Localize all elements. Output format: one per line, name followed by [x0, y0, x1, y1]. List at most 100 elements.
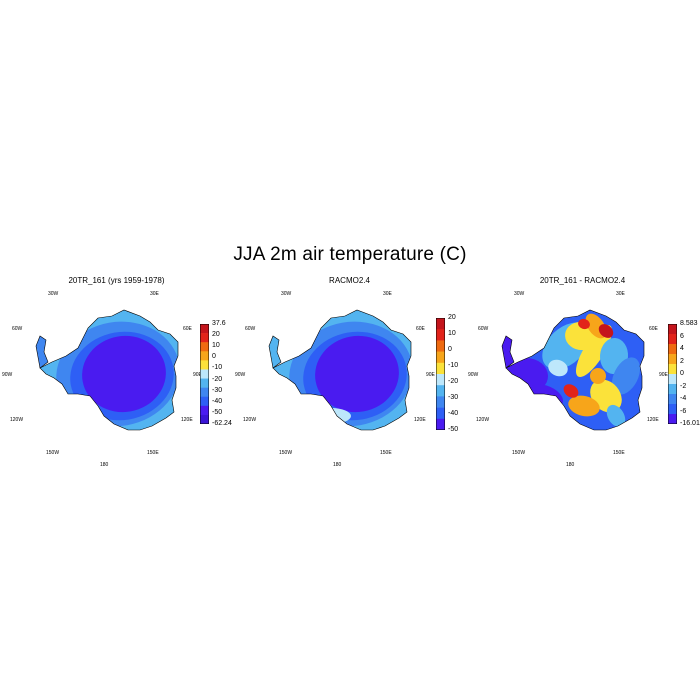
colorbar-tick-label: -6: [680, 407, 687, 415]
panel-title: RACMO2.4: [329, 276, 370, 285]
difference-patch: [563, 384, 579, 398]
colorbar-tick-label: 2: [680, 357, 684, 365]
colorbar-swatches: [200, 324, 209, 425]
colorbar-frame: [668, 324, 677, 424]
peninsula: [501, 335, 515, 369]
colorbar-frame: [436, 318, 445, 430]
panel-title: 20TR_161 (yrs 1959-1978): [68, 276, 165, 285]
colorbar: [200, 324, 209, 429]
label-150w: 150W: [279, 450, 293, 456]
label-150w: 150W: [46, 450, 60, 456]
colorbar-frame: [200, 324, 209, 424]
colorbar-swatch: [668, 404, 677, 415]
colorbar-tick-label: 0: [212, 353, 216, 361]
colorbar-tick-label: -16.011: [680, 420, 700, 427]
figure-title: JJA 2m air temperature (C): [233, 244, 467, 265]
colorbar-tick-label: 6: [680, 332, 684, 340]
label-120w: 120W: [476, 417, 490, 423]
colorbar-swatch: [436, 340, 445, 352]
label-90e: 90E: [426, 372, 435, 378]
colorbar-swatch: [436, 407, 445, 420]
colorbar-swatch: [668, 374, 677, 385]
label-90w: 90W: [2, 372, 13, 378]
colorbar: [668, 324, 677, 429]
label-90e: 90E: [193, 372, 202, 378]
colorbar-tick-label: 10: [448, 330, 456, 337]
label-180: 180: [100, 462, 109, 468]
interior-cold: [82, 335, 166, 413]
label-30e: 30E: [383, 291, 392, 297]
colorbar-swatch: [668, 334, 677, 345]
colorbar-swatch: [436, 396, 445, 408]
colorbar-swatch: [436, 329, 445, 341]
colorbar-tick-label: -2: [680, 382, 687, 390]
colorbar-tick-label: 8.583: [680, 320, 698, 327]
colorbar-swatches: [668, 324, 677, 425]
colorbar-swatch: [668, 324, 677, 335]
label-120e: 120E: [647, 417, 659, 423]
colorbar-tick-label: 0: [680, 370, 684, 377]
label-120e: 120E: [181, 417, 193, 423]
continent-fill: [501, 309, 645, 431]
colorbar-tick-label: 37.6: [212, 320, 226, 327]
antarctica-map: [268, 309, 412, 431]
colorbar-swatches: [436, 318, 445, 431]
antarctica-map: [35, 309, 179, 431]
colorbar-swatch: [200, 378, 209, 388]
colorbar-swatch: [668, 364, 677, 375]
colorbar-tick-label: -20: [448, 378, 459, 385]
label-180: 180: [566, 462, 575, 468]
peninsula: [35, 335, 49, 369]
colorbar-tick-label: -40: [448, 410, 459, 417]
colorbar-swatch: [668, 414, 677, 425]
difference-patch: [568, 395, 600, 417]
label-90w: 90W: [468, 372, 479, 378]
colorbar-swatch: [200, 324, 209, 334]
colorbar-swatch: [436, 418, 445, 431]
label-30e: 30E: [150, 291, 159, 297]
colorbar-tick-label: -10: [212, 364, 223, 372]
label-120w: 120W: [10, 417, 24, 423]
label-120e: 120E: [414, 417, 426, 423]
label-30e: 30E: [616, 291, 625, 297]
interior-cold: [315, 335, 399, 413]
colorbar-swatch: [436, 374, 445, 386]
colorbar-tick-label: 20: [212, 331, 220, 339]
label-120w: 120W: [243, 417, 257, 423]
coastline: [272, 309, 412, 431]
label-30w: 30W: [514, 291, 525, 297]
colorbar-tick-label: -62.24: [212, 420, 232, 427]
colorbar-swatch: [436, 351, 445, 364]
coastline: [505, 309, 645, 431]
continent-fill: [268, 309, 412, 431]
label-90w: 90W: [235, 372, 246, 378]
antarctica-map: [501, 309, 645, 431]
map-panel-difference: 20TR_161 - RACMO2.4 30W 30E 60W 60E 90W …: [466, 276, 700, 468]
label-150e: 150E: [613, 450, 625, 456]
colorbar-tick-label: -4: [680, 395, 687, 402]
colorbar-swatch: [200, 351, 209, 361]
colorbar-swatch: [668, 384, 677, 395]
label-180: 180: [333, 462, 342, 468]
colorbar-tick-label: -30: [448, 394, 459, 401]
colorbar-tick-label: 20: [448, 314, 456, 321]
difference-field: [506, 310, 644, 430]
map-panel-model: 20TR_161 (yrs 1959-1978) 30W 30E 60W 60E…: [0, 276, 233, 468]
colorbar-tick-label: -40: [212, 397, 223, 405]
colorbar-swatch: [436, 318, 445, 330]
label-60e: 60E: [649, 326, 658, 332]
label-60e: 60E: [183, 326, 192, 332]
difference-patch: [578, 318, 590, 330]
colorbar-tick-label: -50: [212, 408, 223, 416]
label-30w: 30W: [48, 291, 59, 297]
colorbar-tick-label: -10: [448, 362, 459, 369]
temperature-field: [40, 310, 178, 430]
colorbar-tick-label: 10: [212, 342, 220, 350]
colorbar-swatch: [200, 414, 209, 425]
label-30w: 30W: [281, 291, 292, 297]
difference-patch: [611, 357, 641, 395]
colorbar-swatch: [200, 360, 209, 370]
label-150e: 150E: [147, 450, 159, 456]
colorbar: [436, 318, 445, 435]
label-60e: 60E: [416, 326, 425, 332]
